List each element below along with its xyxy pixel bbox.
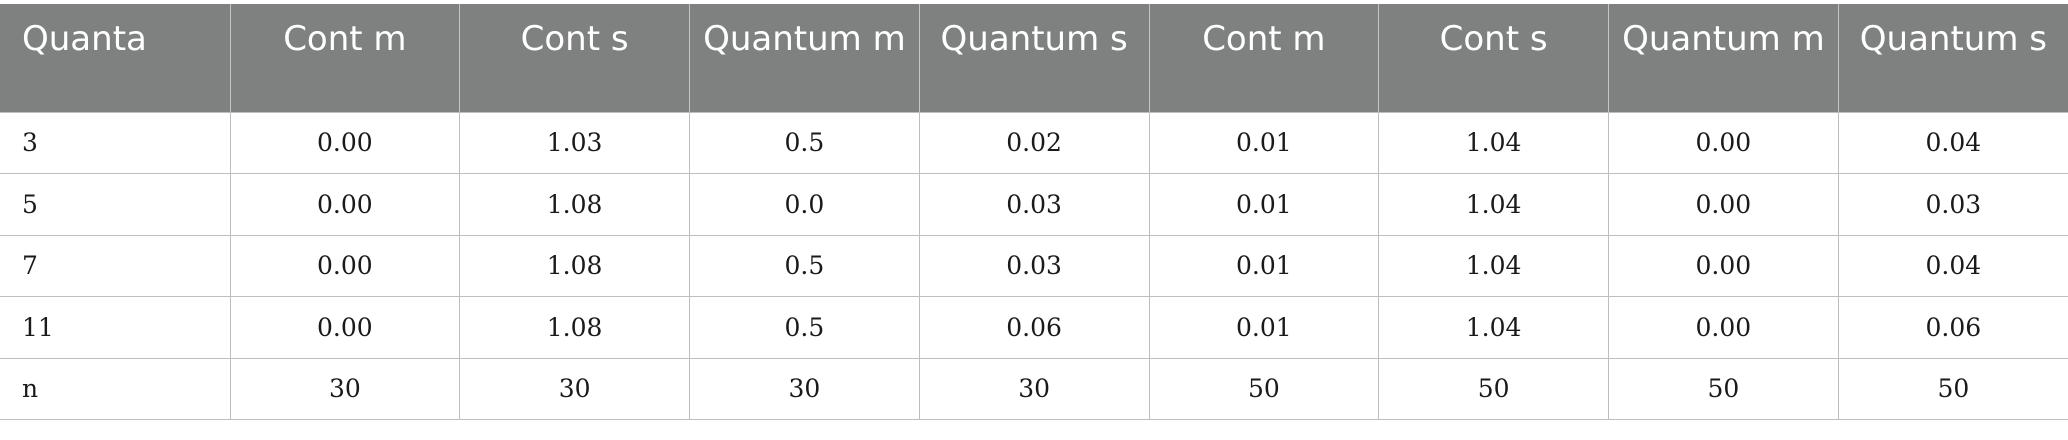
table-cell: 30: [459, 357, 690, 420]
table-cell: 1.04: [1378, 173, 1609, 236]
table-cell: 11: [0, 296, 231, 359]
header-row: Quanta Cont m Cont s Quantum m Quantum s…: [0, 4, 2068, 112]
header-cell-cont-m-1: Cont m: [229, 4, 461, 112]
header-cell-cont-m-2: Cont m: [1148, 4, 1380, 112]
table-cell: 50: [1148, 357, 1380, 420]
table-cell: 1.08: [459, 296, 690, 359]
table-cell: 0.5: [689, 111, 920, 174]
table-cell: 0.00: [229, 296, 461, 359]
table-cell: 0.00: [1608, 111, 1839, 174]
table-body: 3 0.00 1.03 0.5 0.02 0.01 1.04 0.00 0.04…: [0, 111, 2068, 420]
table-cell: 1.04: [1378, 111, 1609, 174]
table-cell: 0.00: [229, 173, 461, 236]
table-cell: 1.03: [459, 111, 690, 174]
table-cell: 30: [689, 357, 920, 420]
table-cell: 50: [1837, 357, 2068, 420]
table-cell: 0.00: [1608, 296, 1839, 359]
table-cell: n: [0, 357, 231, 420]
table-cell: 5: [0, 173, 231, 236]
table-cell: 30: [918, 357, 1150, 420]
header-cell-cont-s-1: Cont s: [459, 4, 690, 112]
table-cell: 0.06: [1837, 296, 2068, 359]
table-cell: 0.0: [689, 173, 920, 236]
table-header: Quanta Cont m Cont s Quantum m Quantum s…: [0, 4, 2068, 112]
table-cell: 3: [0, 111, 231, 174]
table-cell: 0.00: [1608, 173, 1839, 236]
table-cell: 0.02: [918, 111, 1150, 174]
table-row: 11 0.00 1.08 0.5 0.06 0.01 1.04 0.00 0.0…: [0, 296, 2068, 359]
table-row: 5 0.00 1.08 0.0 0.03 0.01 1.04 0.00 0.03: [0, 173, 2068, 236]
header-cell-cont-s-2: Cont s: [1378, 4, 1609, 112]
header-cell-quantum-s-2: Quantum s: [1837, 4, 2068, 112]
table-cell: 0.00: [1608, 234, 1839, 297]
table-cell: 0.04: [1837, 111, 2068, 174]
table-cell: 0.03: [918, 234, 1150, 297]
table-cell: 50: [1378, 357, 1609, 420]
table-cell: 1.04: [1378, 234, 1609, 297]
table-cell: 0.03: [1837, 173, 2068, 236]
table-cell: 0.01: [1148, 296, 1380, 359]
header-cell-quantum-m-1: Quantum m: [689, 4, 920, 112]
table-cell: 7: [0, 234, 231, 297]
table-cell: 0.01: [1148, 173, 1380, 236]
table-cell: 0.03: [918, 173, 1150, 236]
table-cell: 0.01: [1148, 111, 1380, 174]
table-row: 3 0.00 1.03 0.5 0.02 0.01 1.04 0.00 0.04: [0, 111, 2068, 174]
header-cell-quantum-s-1: Quantum s: [918, 4, 1150, 112]
table-cell: 1.08: [459, 234, 690, 297]
table-cell: 1.04: [1378, 296, 1609, 359]
table-cell: 30: [229, 357, 461, 420]
table-row: 7 0.00 1.08 0.5 0.03 0.01 1.04 0.00 0.04: [0, 234, 2068, 297]
table-cell: 0.00: [229, 234, 461, 297]
table-cell: 0.00: [229, 111, 461, 174]
table-cell: 0.04: [1837, 234, 2068, 297]
data-table: Quanta Cont m Cont s Quantum m Quantum s…: [0, 4, 2068, 420]
table-cell: 50: [1608, 357, 1839, 420]
table-cell: 1.08: [459, 173, 690, 236]
header-cell-quantum-m-2: Quantum m: [1608, 4, 1839, 112]
header-cell-quanta: Quanta: [0, 4, 231, 112]
table-cell: 0.06: [918, 296, 1150, 359]
table-cell: 0.5: [689, 296, 920, 359]
table-row: n 30 30 30 30 50 50 50 50: [0, 357, 2068, 420]
table-cell: 0.5: [689, 234, 920, 297]
table-cell: 0.01: [1148, 234, 1380, 297]
data-table-container: Quanta Cont m Cont s Quantum m Quantum s…: [0, 4, 2068, 420]
